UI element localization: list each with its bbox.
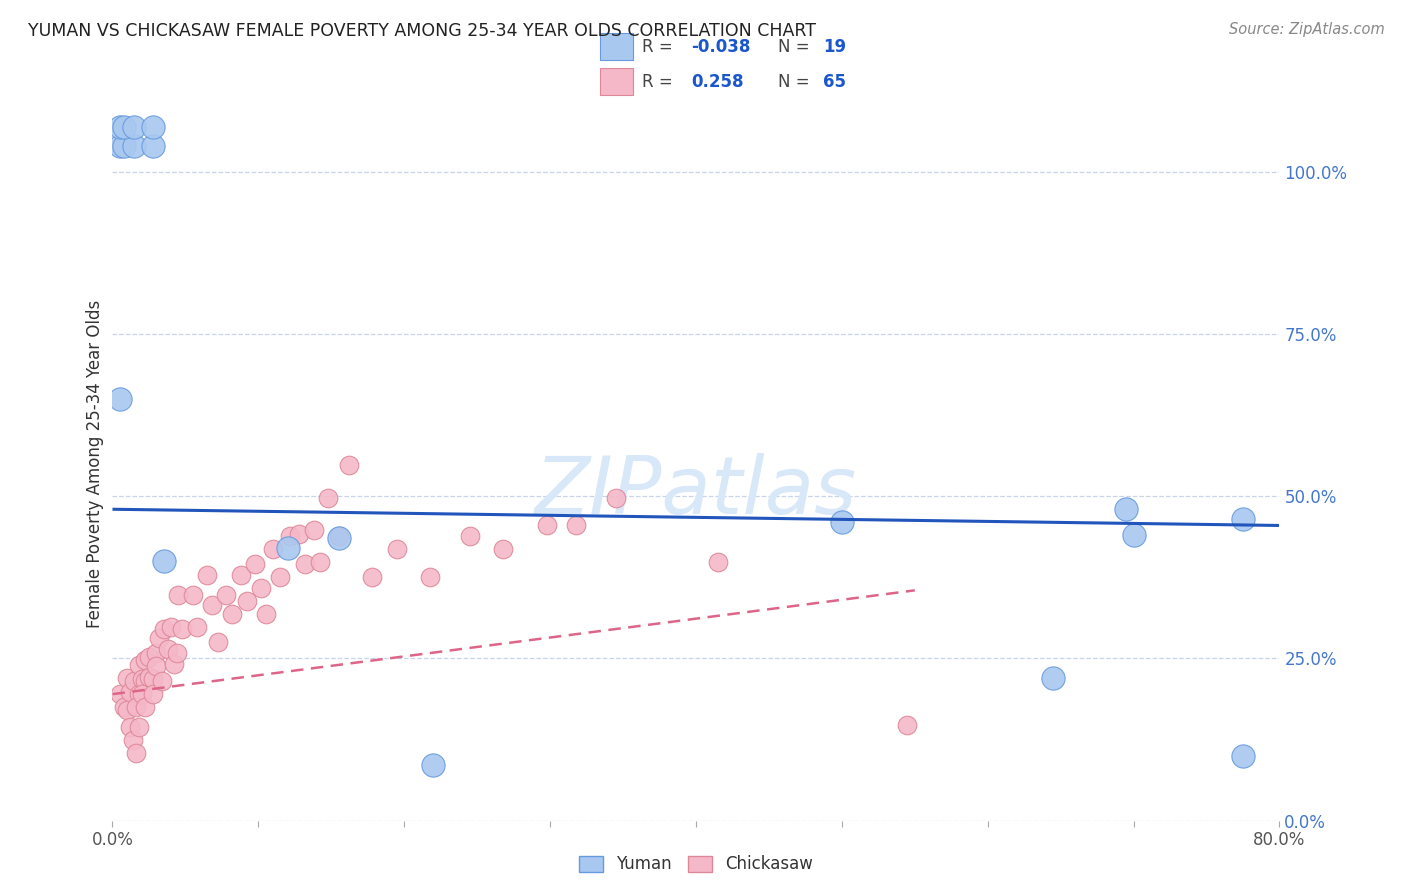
Point [115, 671, 138, 685]
Point [302, 523, 325, 537]
Bar [600, 33, 633, 60]
Point [328, 529, 350, 543]
Point [361, 570, 384, 584]
Point [1232, 512, 1254, 526]
Point [235, 594, 257, 608]
Point [134, 700, 156, 714]
Point [1115, 502, 1137, 516]
Point [328, 532, 350, 546]
Point [254, 607, 277, 622]
Point [122, 732, 145, 747]
Point [145, 659, 167, 673]
Point [124, 674, 146, 689]
Point [166, 646, 188, 660]
Point [142, 120, 165, 134]
Bar [600, 68, 633, 95]
Text: N =: N = [778, 37, 815, 56]
Point [163, 657, 186, 671]
Point [195, 568, 218, 582]
Point [131, 687, 153, 701]
Point [1232, 748, 1254, 763]
Point [128, 687, 150, 701]
Text: R =: R = [643, 73, 678, 91]
Point [108, 687, 131, 701]
Point [181, 588, 204, 602]
Point [262, 542, 284, 557]
Text: YUMAN VS CHICKASAW FEMALE POVERTY AMONG 25-34 YEAR OLDS CORRELATION CHART: YUMAN VS CHICKASAW FEMALE POVERTY AMONG … [28, 22, 815, 40]
Point [138, 650, 160, 665]
Text: N =: N = [778, 73, 815, 91]
Point [565, 518, 588, 533]
Point [288, 527, 311, 541]
Point [201, 599, 224, 613]
Point [419, 570, 441, 584]
Text: 65: 65 [824, 73, 846, 91]
Point [131, 672, 153, 686]
Point [207, 635, 229, 649]
Point [112, 139, 135, 153]
Point [337, 458, 360, 472]
Point [142, 687, 165, 701]
Legend: Yuman, Chickasaw: Yuman, Chickasaw [572, 849, 820, 880]
Point [215, 588, 238, 602]
Text: 0.258: 0.258 [690, 73, 744, 91]
Point [125, 700, 148, 714]
Point [294, 558, 316, 572]
Point [142, 139, 165, 153]
Point [138, 670, 160, 684]
Point [148, 631, 170, 645]
Point [160, 620, 183, 634]
Point [536, 518, 558, 533]
Point [896, 717, 918, 731]
Point [124, 139, 146, 153]
Point [152, 554, 174, 568]
Point [108, 139, 131, 153]
Point [152, 622, 174, 636]
Point [112, 700, 135, 714]
Point [1122, 528, 1144, 542]
Point [1042, 671, 1064, 685]
Point [118, 685, 141, 699]
Point [831, 515, 853, 529]
Text: -0.038: -0.038 [690, 37, 751, 56]
Point [707, 556, 730, 570]
Point [112, 120, 135, 134]
Text: ZIPatlas: ZIPatlas [534, 453, 858, 532]
Point [276, 541, 298, 556]
Text: R =: R = [643, 37, 678, 56]
Text: Source: ZipAtlas.com: Source: ZipAtlas.com [1229, 22, 1385, 37]
Point [458, 529, 481, 543]
Y-axis label: Female Poverty Among 25-34 Year Olds: Female Poverty Among 25-34 Year Olds [86, 300, 104, 628]
Point [145, 646, 167, 660]
Point [124, 120, 146, 134]
Point [385, 542, 408, 557]
Point [221, 607, 243, 622]
Point [229, 568, 252, 582]
Point [118, 720, 141, 734]
Point [128, 720, 150, 734]
Point [134, 653, 156, 667]
Point [172, 622, 194, 636]
Point [280, 529, 302, 543]
Point [250, 582, 273, 596]
Point [128, 657, 150, 672]
Point [108, 392, 131, 406]
Point [134, 674, 156, 689]
Point [156, 641, 179, 656]
Point [308, 556, 330, 570]
Text: 19: 19 [824, 37, 846, 56]
Point [422, 758, 444, 772]
Point [318, 491, 340, 505]
Point [142, 672, 165, 686]
Point [605, 491, 627, 505]
Point [269, 570, 291, 584]
Point [186, 620, 208, 634]
Point [115, 703, 138, 717]
Point [108, 120, 131, 134]
Point [150, 674, 173, 689]
Point [167, 588, 190, 602]
Point [125, 746, 148, 760]
Point [492, 542, 515, 557]
Point [245, 558, 267, 572]
